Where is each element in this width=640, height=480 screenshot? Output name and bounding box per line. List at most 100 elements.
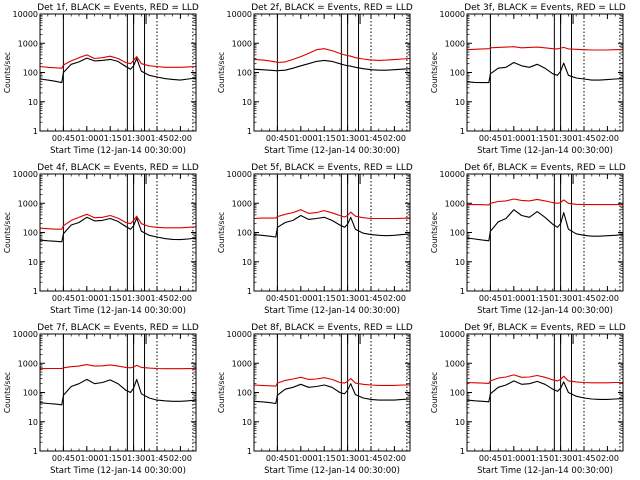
x-tick-label: 01:30 bbox=[549, 134, 572, 143]
x-tick-label: 01:15 bbox=[313, 134, 336, 143]
x-axis-label: Start Time (12-Jan-14 00:30:00) bbox=[50, 146, 186, 156]
y-tick-label: 1000 bbox=[445, 199, 465, 208]
x-tick-label: 01:30 bbox=[122, 134, 145, 143]
x-tick-label: 01:15 bbox=[526, 134, 549, 143]
series-line-lld bbox=[466, 46, 624, 51]
x-axis-label: Start Time (12-Jan-14 00:30:00) bbox=[50, 306, 186, 316]
panel-title: Det 1f, BLACK = Events, RED = LLD bbox=[37, 3, 199, 13]
x-tick-label: 02:00 bbox=[383, 294, 406, 303]
y-tick-label: 10000 bbox=[227, 330, 252, 339]
y-tick-label: 1000 bbox=[18, 359, 38, 368]
x-tick-label: 00:45 bbox=[266, 454, 289, 463]
x-tick-label: 02:00 bbox=[596, 134, 619, 143]
x-tick-label: 01:15 bbox=[526, 294, 549, 303]
x-tick-label: 02:00 bbox=[596, 294, 619, 303]
x-axis-label: Start Time (12-Jan-14 00:30:00) bbox=[264, 146, 400, 156]
x-tick-label: 00:45 bbox=[479, 294, 502, 303]
x-tick-label: 02:00 bbox=[169, 454, 192, 463]
panel-det-3f: Det 3f, BLACK = Events, RED = LLD Counts/… bbox=[430, 3, 626, 156]
x-tick-label: 01:00 bbox=[75, 454, 98, 463]
y-tick-label: 100 bbox=[23, 389, 38, 398]
flag-mark bbox=[560, 333, 566, 344]
x-tick-label: 00:45 bbox=[266, 294, 289, 303]
series-line-lld bbox=[39, 364, 197, 370]
y-tick-label: 1 bbox=[33, 287, 38, 296]
x-tick-label: 00:45 bbox=[52, 134, 75, 143]
y-tick-label: 100 bbox=[450, 229, 465, 238]
x-tick-label: 01:00 bbox=[75, 134, 98, 143]
x-tick-label: 01:00 bbox=[289, 294, 312, 303]
y-tick-label: 10000 bbox=[440, 330, 465, 339]
series-line-lld bbox=[39, 213, 197, 230]
x-tick-label: 01:15 bbox=[99, 134, 122, 143]
x-tick-label: 02:00 bbox=[383, 134, 406, 143]
plot-frame bbox=[39, 13, 197, 132]
y-tick-label: 10000 bbox=[13, 170, 38, 179]
flag-mark bbox=[145, 173, 152, 184]
y-tick-label: 10 bbox=[455, 98, 465, 107]
x-tick-label: 01:00 bbox=[502, 454, 525, 463]
plot-frame bbox=[466, 173, 624, 292]
y-axis-label: Counts/sec bbox=[3, 212, 12, 253]
y-tick-label: 1 bbox=[247, 447, 252, 456]
x-tick-label: 01:30 bbox=[122, 294, 145, 303]
y-tick-label: 1000 bbox=[18, 199, 38, 208]
x-tick-label: 01:30 bbox=[336, 294, 359, 303]
x-axis-label: Start Time (12-Jan-14 00:30:00) bbox=[477, 146, 613, 156]
y-tick-label: 10 bbox=[242, 418, 252, 427]
y-tick-label: 10000 bbox=[13, 10, 38, 19]
x-tick-label: 01:45 bbox=[359, 294, 382, 303]
x-tick-label: 01:00 bbox=[502, 134, 525, 143]
y-tick-label: 1 bbox=[33, 127, 38, 136]
y-tick-label: 1000 bbox=[445, 39, 465, 48]
y-tick-label: 1000 bbox=[232, 359, 252, 368]
y-tick-label: 10 bbox=[28, 98, 38, 107]
panel-det-2f: Det 2f, BLACK = Events, RED = LLD Counts/… bbox=[217, 3, 413, 156]
y-axis-label: Counts/sec bbox=[430, 372, 439, 413]
x-tick-label: 01:45 bbox=[359, 454, 382, 463]
series-line-events bbox=[466, 380, 624, 403]
panel-title: Det 5f, BLACK = Events, RED = LLD bbox=[251, 163, 413, 173]
flag-mark bbox=[560, 13, 566, 24]
series-line-lld bbox=[466, 374, 623, 384]
x-tick-label: 02:00 bbox=[169, 294, 192, 303]
y-tick-label: 1000 bbox=[445, 359, 465, 368]
series-line-events bbox=[253, 59, 411, 72]
series-line-events bbox=[39, 378, 197, 406]
series-line-events bbox=[39, 216, 197, 243]
flag-mark bbox=[133, 333, 139, 344]
x-tick-label: 02:00 bbox=[169, 134, 192, 143]
panel-det-5f: Det 5f, BLACK = Events, RED = LLD Counts/… bbox=[217, 163, 413, 316]
y-tick-label: 100 bbox=[450, 389, 465, 398]
x-tick-label: 01:30 bbox=[336, 454, 359, 463]
y-axis-label: Counts/sec bbox=[217, 52, 226, 93]
series-line-events bbox=[466, 209, 624, 242]
panel-title: Det 4f, BLACK = Events, RED = LLD bbox=[37, 163, 199, 173]
x-axis-label: Start Time (12-Jan-14 00:30:00) bbox=[50, 466, 186, 476]
y-tick-label: 10000 bbox=[13, 330, 38, 339]
flag-mark bbox=[133, 13, 139, 24]
x-tick-label: 01:15 bbox=[313, 454, 336, 463]
x-tick-label: 01:45 bbox=[359, 134, 382, 143]
y-tick-label: 10 bbox=[455, 418, 465, 427]
flag-mark bbox=[560, 173, 566, 184]
series-line-events bbox=[253, 383, 411, 405]
x-tick-label: 01:00 bbox=[289, 134, 312, 143]
panel-det-7f: Det 7f, BLACK = Events, RED = LLD Counts/… bbox=[3, 323, 199, 476]
series-line-events bbox=[253, 214, 411, 238]
x-tick-label: 01:45 bbox=[572, 454, 595, 463]
flag-mark bbox=[145, 333, 152, 344]
series-line-events bbox=[39, 57, 197, 84]
y-tick-label: 100 bbox=[237, 389, 252, 398]
panel-det-1f: Det 1f, BLACK = Events, RED = LLD Counts/… bbox=[3, 3, 199, 156]
y-tick-label: 100 bbox=[450, 69, 465, 78]
flag-mark bbox=[347, 173, 353, 184]
panel-title: Det 6f, BLACK = Events, RED = LLD bbox=[464, 163, 626, 173]
y-axis-label: Counts/sec bbox=[217, 372, 226, 413]
y-tick-label: 1 bbox=[247, 127, 252, 136]
series-line-lld bbox=[253, 209, 411, 220]
y-tick-label: 10 bbox=[455, 258, 465, 267]
y-tick-label: 1 bbox=[460, 447, 465, 456]
y-axis-label: Counts/sec bbox=[3, 372, 12, 413]
